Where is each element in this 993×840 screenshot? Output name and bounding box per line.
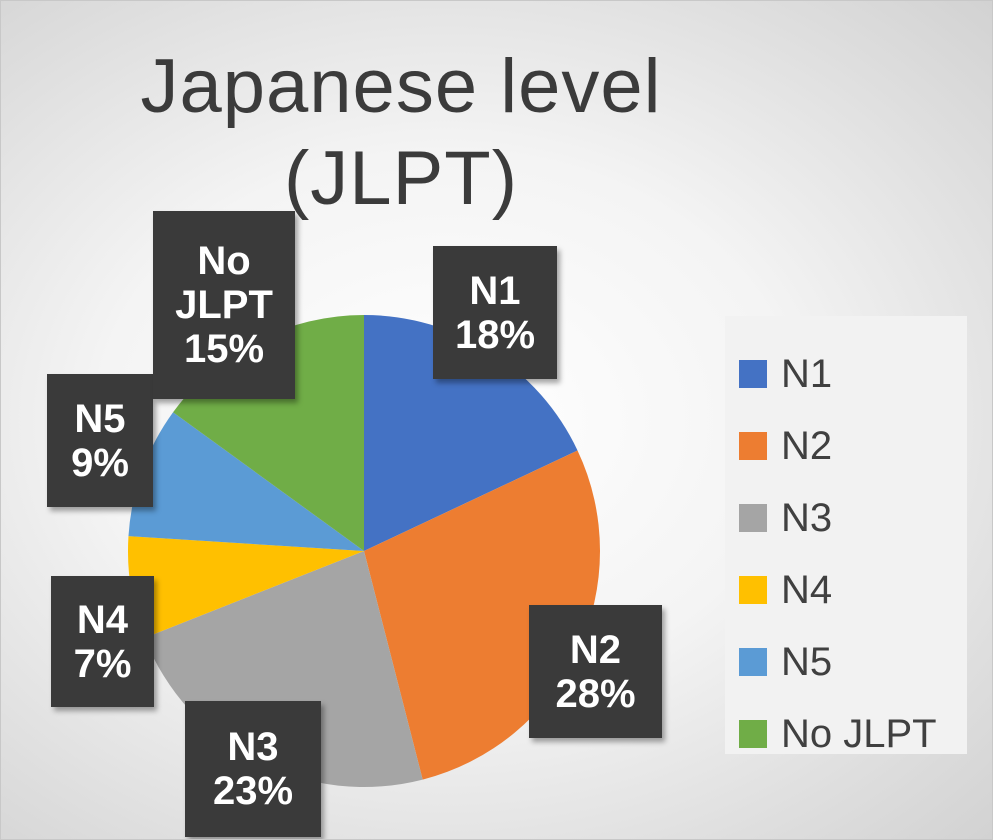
legend-item-n1: N1 bbox=[739, 338, 967, 410]
legend-swatch-no-jlpt bbox=[739, 720, 767, 748]
data-label-n4: N4 7% bbox=[51, 576, 154, 707]
data-label-no-jlpt-line-1: No bbox=[197, 239, 251, 283]
legend-label-n4: N4 bbox=[781, 567, 833, 612]
data-label-n2: N2 28% bbox=[529, 605, 662, 738]
legend-label-no-jlpt: No JLPT bbox=[781, 711, 937, 756]
data-label-no-jlpt: No JLPT 15% bbox=[153, 211, 295, 399]
data-label-n5-name: N5 bbox=[74, 396, 126, 441]
pie-slice-n5 bbox=[128, 412, 364, 551]
legend-label-n5: N5 bbox=[781, 639, 833, 684]
legend-item-no-jlpt: No JLPT bbox=[739, 698, 967, 770]
data-label-n1-value: 18% bbox=[454, 312, 536, 357]
data-label-n3-name: N3 bbox=[227, 725, 279, 769]
legend-label-n2: N2 bbox=[781, 423, 833, 468]
legend-label-n3: N3 bbox=[781, 495, 833, 540]
legend-item-n3: N3 bbox=[739, 482, 967, 554]
data-label-n2-value: 28% bbox=[555, 671, 636, 716]
data-label-n2-name: N2 bbox=[569, 627, 622, 672]
chart-title: Japanese level (JLPT) bbox=[1, 41, 801, 225]
pie-slice-n4 bbox=[128, 536, 364, 638]
legend-swatch-n4 bbox=[739, 576, 767, 604]
data-label-n3-value: 23% bbox=[212, 769, 294, 813]
legend-swatch-n3 bbox=[739, 504, 767, 532]
legend-item-n4: N4 bbox=[739, 554, 967, 626]
data-label-no-jlpt-value: 15% bbox=[183, 327, 265, 371]
chart-title-line-1: Japanese level bbox=[140, 44, 662, 129]
data-label-n1: N1 18% bbox=[433, 246, 557, 379]
pie-slice-n1 bbox=[364, 315, 578, 551]
legend: N1 N2 N3 N4 N5 No JLPT bbox=[725, 316, 967, 756]
legend-item-n2: N2 bbox=[739, 410, 967, 482]
legend-swatch-n5 bbox=[739, 648, 767, 676]
data-label-n1-name: N1 bbox=[469, 268, 521, 313]
legend-label-n1: N1 bbox=[781, 351, 833, 396]
data-label-n5-value: 9% bbox=[71, 440, 129, 485]
data-label-n5: N5 9% bbox=[47, 374, 153, 507]
data-label-n3: N3 23% bbox=[185, 701, 321, 837]
data-label-no-jlpt-line-2: JLPT bbox=[175, 283, 273, 327]
data-label-n4-name: N4 bbox=[76, 597, 129, 642]
data-label-n4-value: 7% bbox=[73, 641, 132, 686]
legend-item-n5: N5 bbox=[739, 626, 967, 698]
legend-swatch-n1 bbox=[739, 360, 767, 388]
chart-title-line-2: (JLPT) bbox=[284, 136, 518, 221]
legend-swatch-n2 bbox=[739, 432, 767, 460]
